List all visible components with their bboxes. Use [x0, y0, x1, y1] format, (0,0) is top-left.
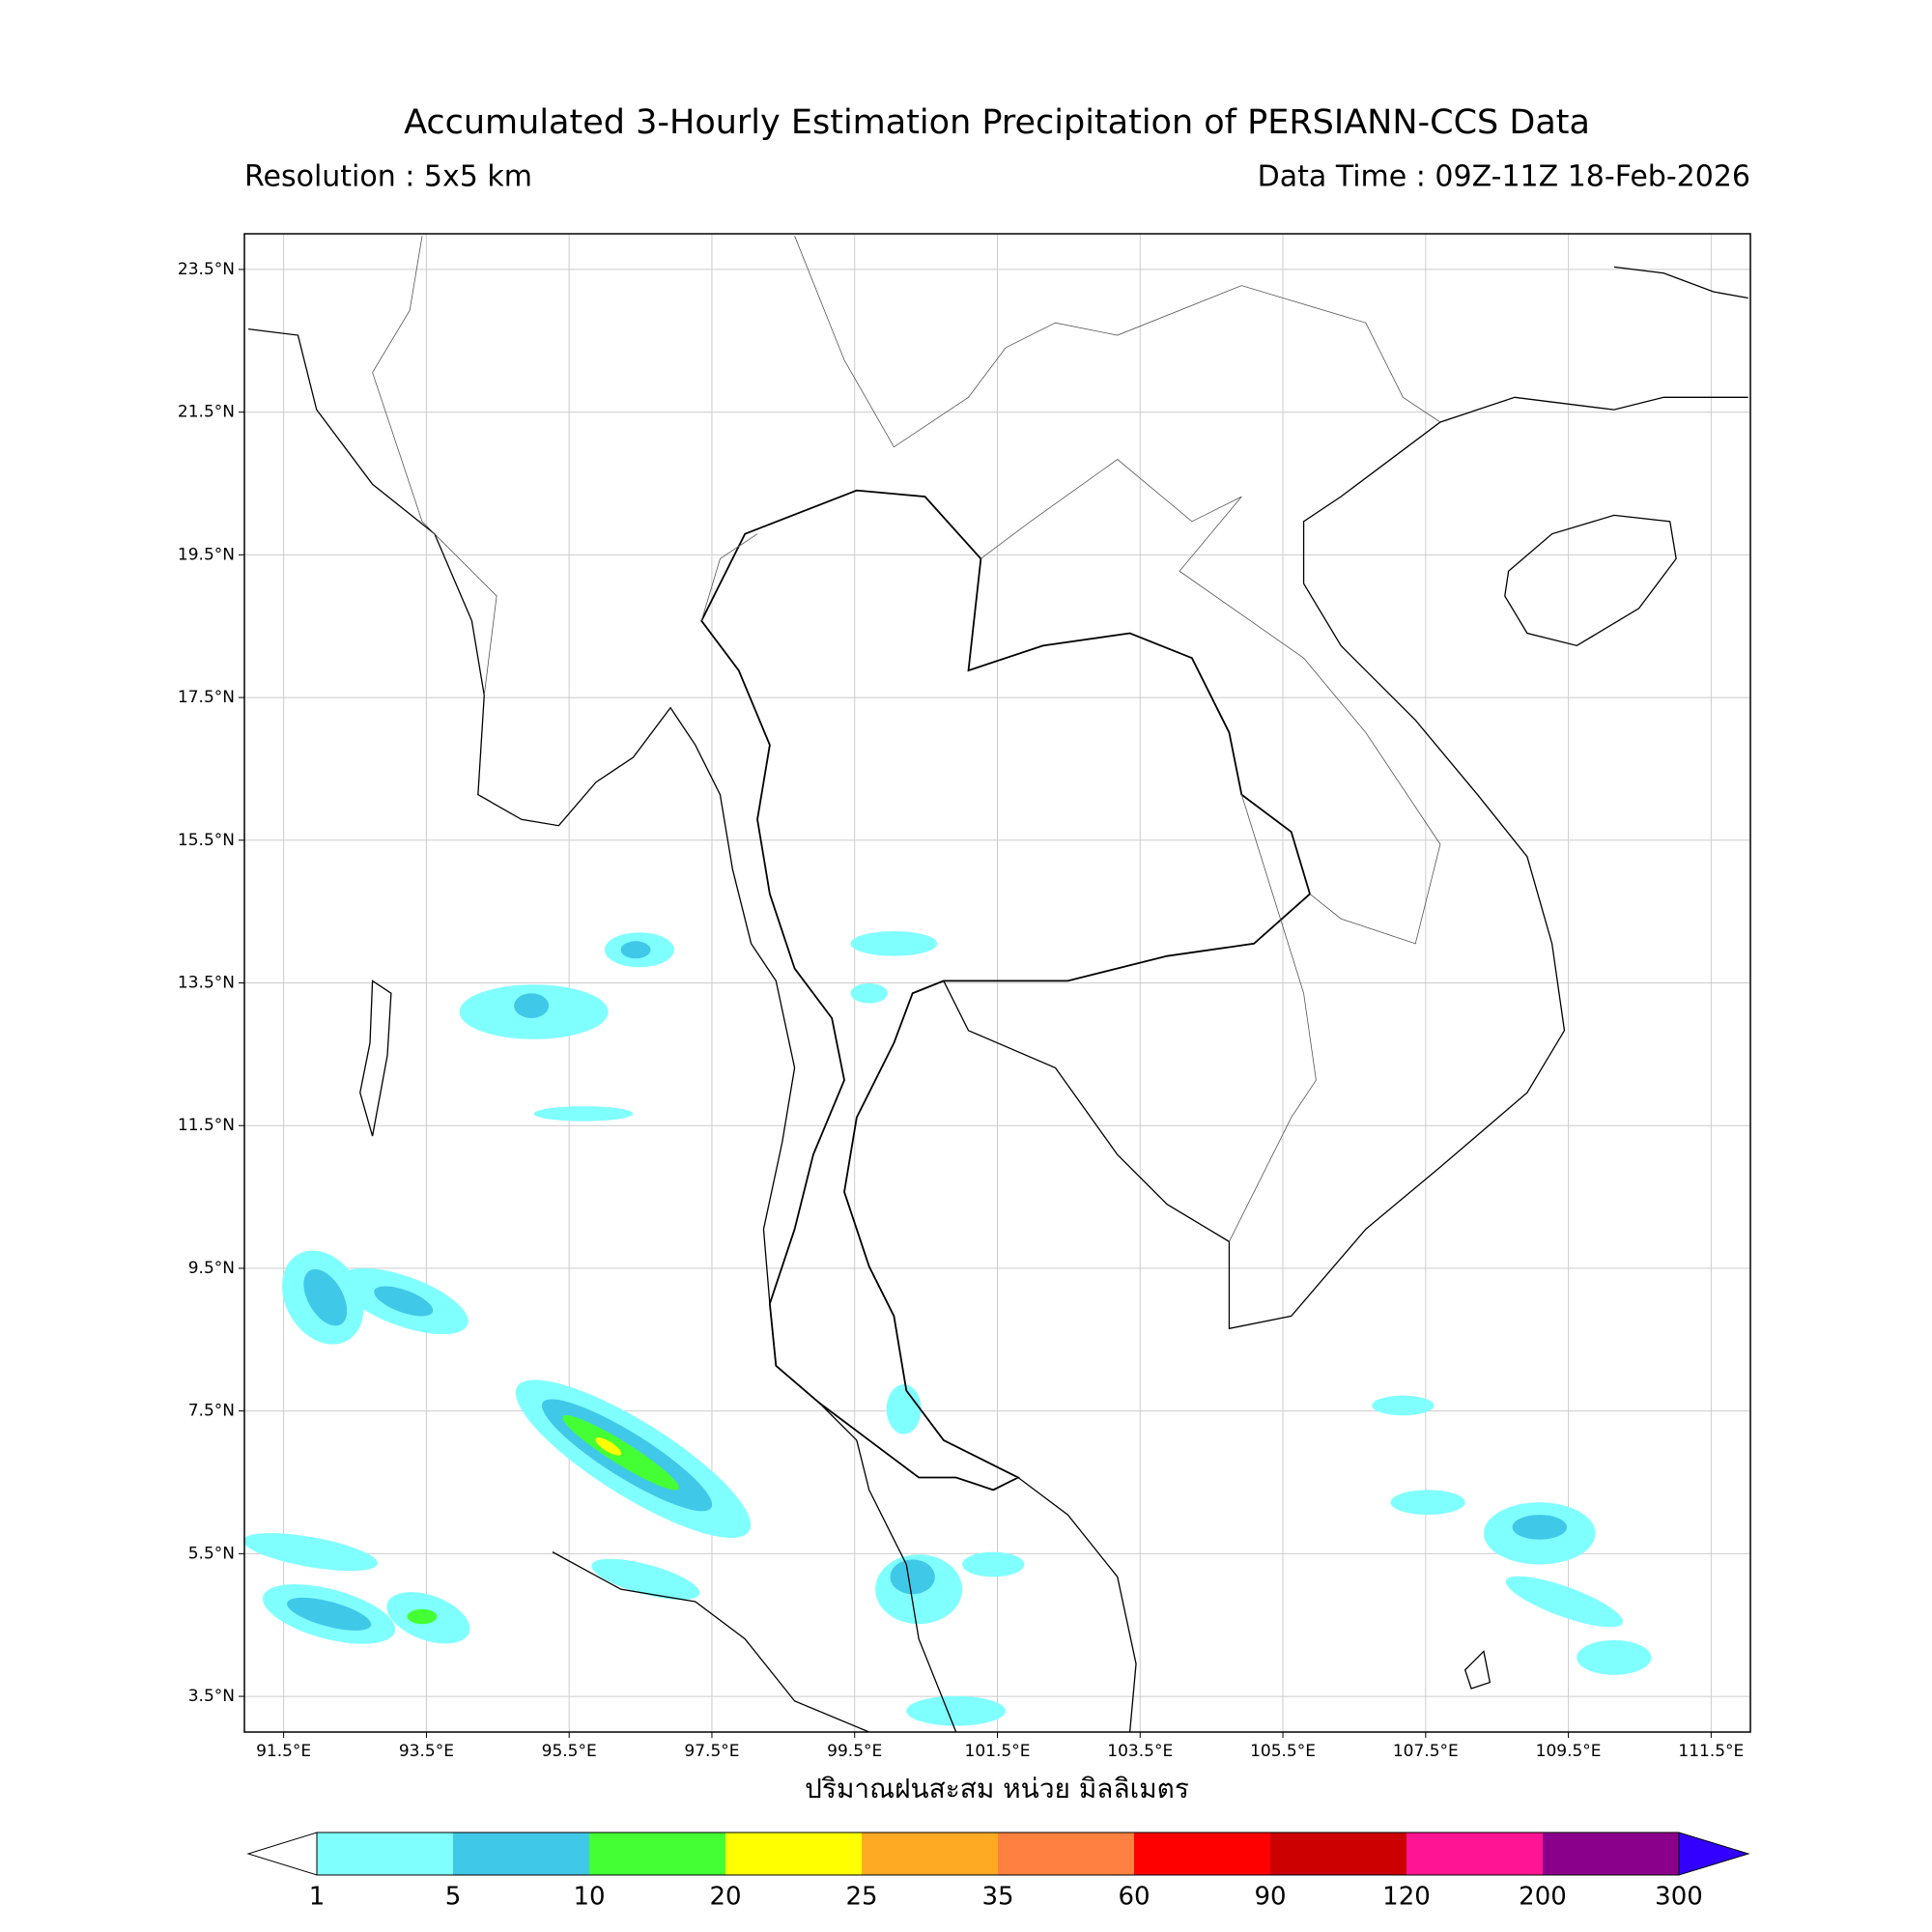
- y-tick-label: 21.5°N: [178, 403, 235, 422]
- rain-area: [514, 993, 550, 1018]
- rain-area: [303, 1268, 348, 1326]
- rain-area: [1505, 1576, 1624, 1628]
- colorbar-box: [998, 1833, 1134, 1875]
- x-tick-label: 91.5°E: [256, 1742, 311, 1761]
- island: [1505, 515, 1676, 645]
- colorbar-label: 25: [845, 1883, 877, 1912]
- colorbar-label: 60: [1118, 1883, 1150, 1912]
- coastline: [1614, 267, 1748, 298]
- colorbar-label: 10: [573, 1883, 605, 1912]
- colorbar: 1 5 10 20 25 35 60 90 120 200 300: [246, 1832, 1750, 1912]
- y-tick-label: 9.5°N: [188, 1259, 235, 1278]
- coastline: [553, 1552, 869, 1732]
- rain-area: [620, 941, 651, 959]
- y-tick-label: 13.5°N: [178, 974, 235, 993]
- grid: 91.5°E 93.5°E 95.5°E 97.5°E 99.5°E 101.5°E 103…: [178, 234, 1750, 1761]
- y-tick-label: 3.5°N: [188, 1687, 235, 1706]
- x-tick-label: 111.5°E: [1678, 1742, 1744, 1761]
- coastline: [360, 980, 391, 1136]
- colorbar-box: [1134, 1833, 1270, 1875]
- colorbar-label: 20: [709, 1883, 741, 1912]
- y-tick-label: 11.5°N: [178, 1116, 235, 1135]
- x-tick-label: 99.5°E: [827, 1742, 882, 1761]
- rain-area: [1390, 1490, 1465, 1516]
- colorbar-box: [862, 1833, 998, 1875]
- rain-area: [1512, 1515, 1568, 1540]
- island: [1465, 1651, 1491, 1689]
- x-tick-label: 103.5°E: [1107, 1742, 1173, 1761]
- colorbar-label: 300: [1655, 1883, 1703, 1912]
- colorbar-box: [453, 1833, 589, 1875]
- title: Accumulated 3-Hourly Estimation Precipit…: [404, 103, 1590, 142]
- colorbar-label: 120: [1382, 1883, 1431, 1912]
- colorbar-box: [589, 1833, 725, 1875]
- colorbar-label: 1: [309, 1883, 326, 1912]
- rain-area: [533, 1106, 634, 1122]
- colorbar-box: [317, 1833, 453, 1875]
- rain-area: [1577, 1639, 1652, 1675]
- y-tick-label: 17.5°N: [178, 688, 235, 707]
- x-tick-label: 93.5°E: [399, 1742, 454, 1761]
- y-tick-label: 19.5°N: [178, 545, 235, 564]
- resolution: Resolution : 5x5 km: [244, 160, 532, 194]
- colorbar-label: 200: [1519, 1883, 1567, 1912]
- map-lines: [248, 236, 1748, 1732]
- rain-area: [886, 1384, 922, 1435]
- country-border: [373, 236, 1440, 1241]
- colorbar-box: [725, 1833, 862, 1875]
- colorbar-under: [246, 1832, 318, 1876]
- y-tick-label: 7.5°N: [188, 1402, 235, 1421]
- rain-area: [374, 1286, 434, 1317]
- colorbar-box: [1543, 1833, 1679, 1875]
- rain-area: [1372, 1395, 1435, 1416]
- x-tick-label: 95.5°E: [542, 1742, 597, 1761]
- x-axis-label: ปริมาณฝนสะสม หน่วย มิลลิเมตร: [805, 1773, 1189, 1804]
- y-tick-label: 15.5°N: [178, 831, 235, 850]
- rain-area: [595, 1437, 622, 1456]
- rain-area: [906, 1695, 1007, 1726]
- x-tick-label: 97.5°E: [684, 1742, 739, 1761]
- colorbar-box: [1270, 1833, 1406, 1875]
- map-area: [244, 236, 1748, 1732]
- precip: [244, 930, 1652, 1726]
- rain-area: [962, 1551, 1025, 1577]
- colorbar-label: 35: [981, 1883, 1013, 1912]
- rain-area: [407, 1608, 438, 1625]
- colorbar-box: [1406, 1833, 1543, 1875]
- rain-area: [591, 1558, 700, 1601]
- rain-area: [244, 1533, 378, 1572]
- rain-area: [890, 1559, 935, 1595]
- x-tick-label: 109.5°E: [1536, 1742, 1602, 1761]
- y-tick-label: 23.5°N: [178, 260, 235, 279]
- coastline: [248, 329, 956, 1732]
- x-tick-label: 107.5°E: [1393, 1742, 1459, 1761]
- y-tick-label: 5.5°N: [188, 1544, 235, 1563]
- data-time: Data Time : 09Z-11Z 18-Feb-2026: [1258, 160, 1750, 194]
- rain-area: [287, 1597, 372, 1631]
- x-tick-label: 101.5°E: [965, 1742, 1031, 1761]
- colorbar-over: [1678, 1832, 1750, 1876]
- map-frame: [243, 233, 1751, 1733]
- colorbar-label: 5: [445, 1883, 462, 1912]
- coastline: [844, 397, 1748, 1732]
- x-tick-label: 105.5°E: [1250, 1742, 1316, 1761]
- thailand-border: [701, 491, 1310, 1491]
- colorbar-outline: [316, 1832, 1680, 1876]
- rain-area: [850, 930, 938, 956]
- colorbar-label: 90: [1254, 1883, 1286, 1912]
- rain-area: [850, 982, 888, 1004]
